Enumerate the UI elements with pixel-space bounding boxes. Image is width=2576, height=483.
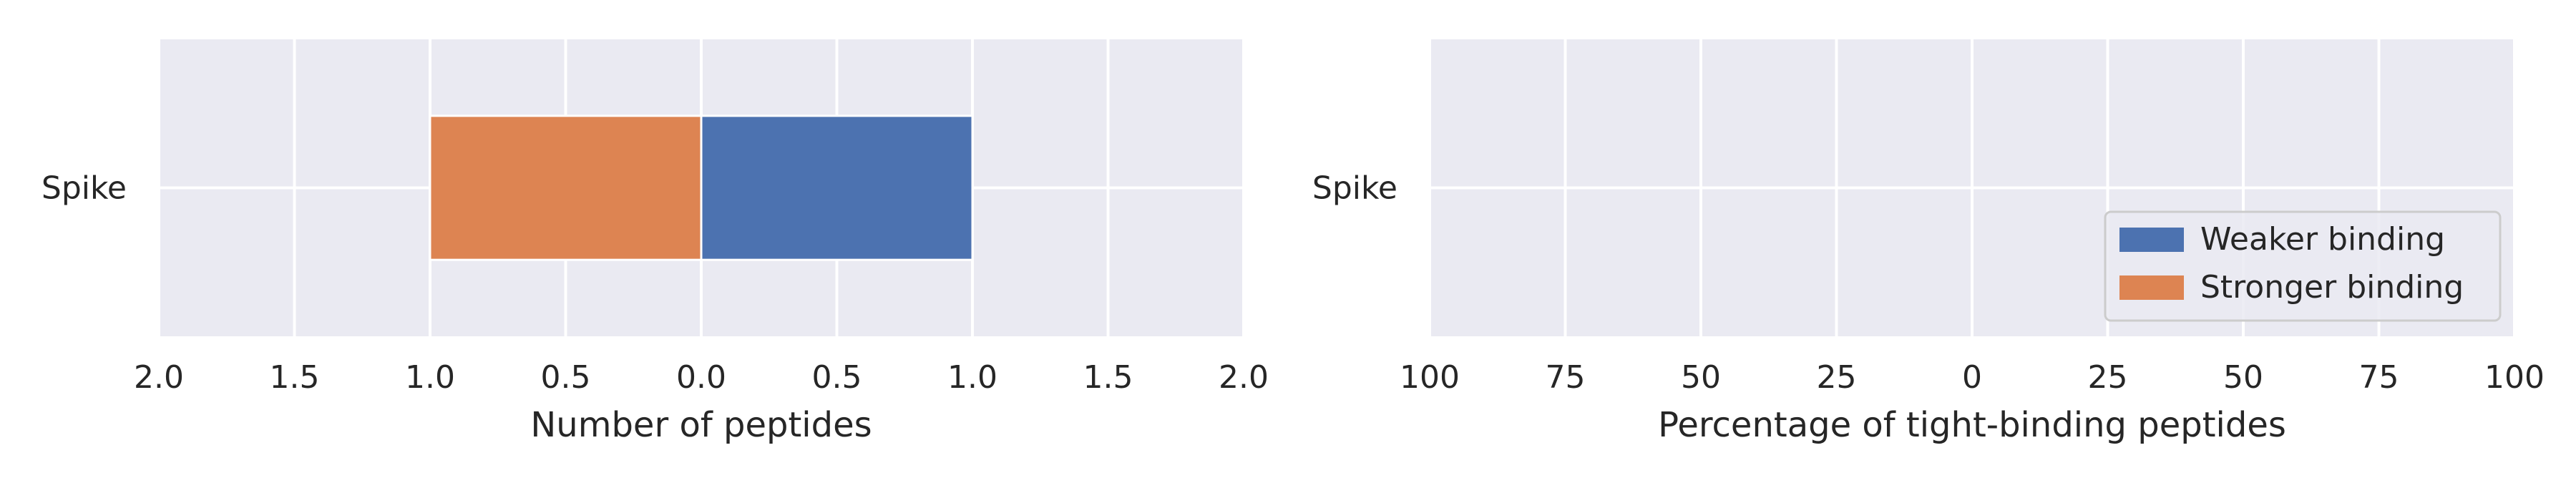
x-tick-label: 100 <box>1400 359 1460 396</box>
x-tick-label: 100 <box>2484 359 2545 396</box>
chart-2: 100 75 50 25 0 25 50 75 100 Spike Percentage of ti… <box>1312 39 2545 445</box>
y-tick-label: Spike <box>42 170 127 207</box>
x-tick-label: 1.5 <box>270 359 320 396</box>
legend-swatch <box>2119 228 2184 252</box>
x-tick-label: 0 <box>1962 359 1982 396</box>
bar-stronger-binding <box>429 114 703 261</box>
x-tick-label: 50 <box>2223 359 2263 396</box>
x-tick-label: 2.0 <box>134 359 184 396</box>
x-tick-label: 75 <box>1546 359 1586 396</box>
legend-box <box>2104 210 2502 322</box>
x-tick-label: 1.5 <box>1083 359 1133 396</box>
bar-weaker-binding <box>700 114 974 261</box>
y-tick-label: Spike <box>1312 170 1397 207</box>
x-axis-label: Percentage of tight-binding peptides <box>1658 405 2286 445</box>
x-axis-label: Number of peptides <box>530 405 872 445</box>
x-tick-label: 0.0 <box>676 359 726 396</box>
x-tick-label: 1.0 <box>405 359 455 396</box>
x-tick-label: 1.0 <box>947 359 997 396</box>
x-tick-label: 25 <box>1817 359 1857 396</box>
x-tick-label: 0.5 <box>812 359 862 396</box>
legend-label: Stronger binding <box>2200 269 2464 306</box>
x-tick-label: 75 <box>2359 359 2399 396</box>
legend-label: Weaker binding <box>2200 221 2445 258</box>
legend-swatch <box>2119 275 2184 300</box>
legend: Weaker binding Stronger binding <box>2104 210 2502 322</box>
x-tick-label: 50 <box>1681 359 1721 396</box>
x-tick-label: 2.0 <box>1219 359 1269 396</box>
x-tick-label: 25 <box>2088 359 2128 396</box>
chart-1: 2.0 1.5 1.0 0.5 0.0 0.5 1.0 1.5 2.0 Spike Number o… <box>42 39 1269 445</box>
x-tick-label: 0.5 <box>541 359 591 396</box>
